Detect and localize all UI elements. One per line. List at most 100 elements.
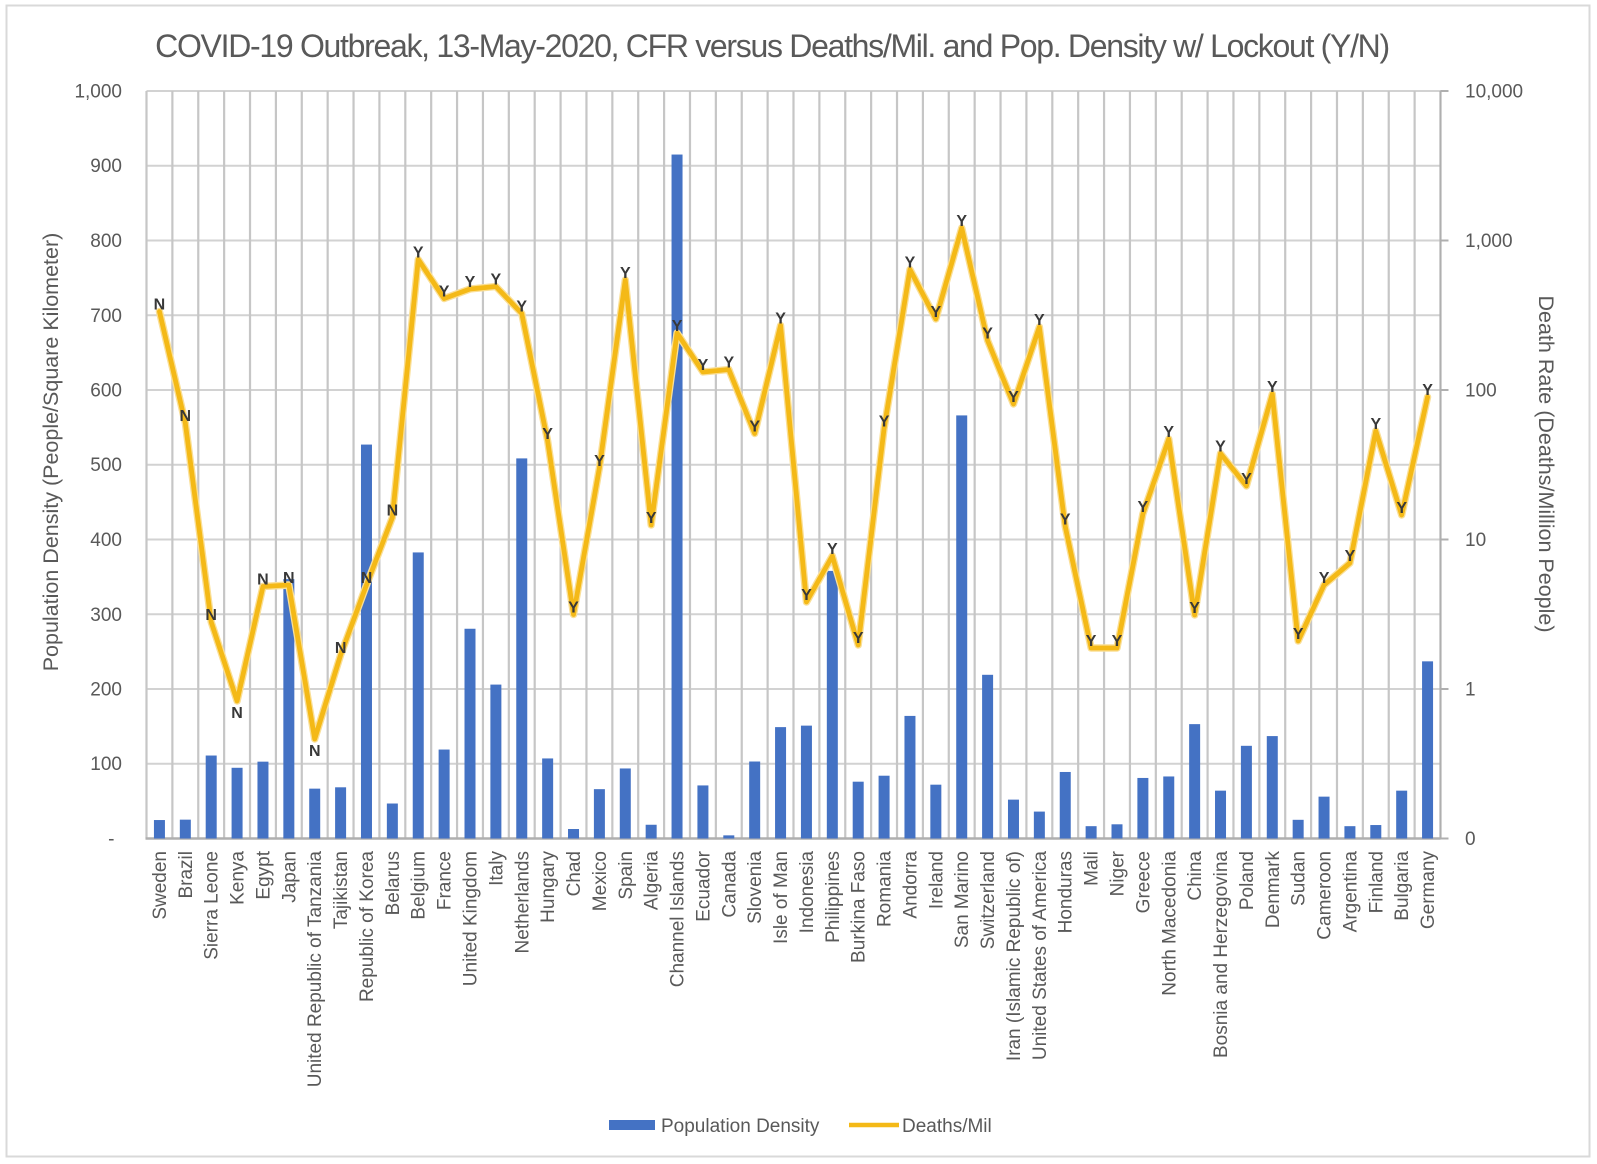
svg-text:N: N: [231, 705, 243, 722]
svg-text:Sweden: Sweden: [150, 851, 171, 920]
svg-text:800: 800: [90, 231, 122, 252]
svg-text:Death Rate (Deaths/Million Peo: Death Rate (Deaths/Million People): [1534, 296, 1558, 633]
svg-text:1,000: 1,000: [74, 82, 122, 103]
svg-text:Argentina: Argentina: [1340, 851, 1361, 933]
svg-text:Y: Y: [1008, 389, 1019, 406]
svg-text:United Republic of Tanzania: United Republic of Tanzania: [305, 851, 326, 1088]
svg-text:Y: Y: [672, 318, 683, 335]
svg-text:Y: Y: [413, 245, 424, 262]
svg-text:United Kingdom: United Kingdom: [461, 851, 482, 986]
svg-text:Y: Y: [982, 326, 993, 343]
svg-text:Spain: Spain: [616, 851, 637, 900]
svg-text:Republic of Korea: Republic of Korea: [357, 851, 378, 1002]
svg-text:Y: Y: [620, 265, 631, 282]
svg-text:N: N: [154, 297, 166, 314]
svg-text:Y: Y: [1138, 499, 1149, 516]
svg-text:Hungary: Hungary: [538, 851, 559, 923]
svg-text:0: 0: [1465, 829, 1476, 850]
svg-text:N: N: [283, 570, 295, 587]
svg-text:600: 600: [90, 381, 122, 402]
svg-text:Mexico: Mexico: [590, 851, 611, 911]
svg-text:Y: Y: [827, 541, 838, 558]
svg-text:COVID-19 Outbreak, 13-May-2020: COVID-19 Outbreak, 13-May-2020, CFR vers…: [155, 28, 1389, 64]
svg-text:Y: Y: [879, 414, 890, 431]
svg-text:1: 1: [1465, 680, 1476, 701]
svg-text:Cameroon: Cameroon: [1315, 851, 1336, 940]
svg-text:Iran (Islamic Republic of): Iran (Islamic Republic of): [1004, 851, 1025, 1061]
svg-text:Ecuador: Ecuador: [693, 850, 714, 921]
svg-text:Egypt: Egypt: [253, 850, 274, 899]
svg-text:Y: Y: [749, 419, 760, 436]
svg-text:Brazil: Brazil: [176, 851, 197, 899]
svg-text:400: 400: [90, 530, 122, 551]
svg-text:100: 100: [90, 754, 122, 775]
svg-text:Y: Y: [956, 213, 967, 230]
svg-text:Y: Y: [1422, 382, 1433, 399]
svg-text:Y: Y: [465, 274, 476, 291]
svg-text:North Macedonia: North Macedonia: [1159, 851, 1180, 996]
svg-text:Mali: Mali: [1082, 851, 1103, 886]
svg-text:Y: Y: [1241, 471, 1252, 488]
svg-text:Bulgaria: Bulgaria: [1392, 851, 1413, 921]
svg-text:Denmark: Denmark: [1263, 851, 1284, 929]
svg-text:Kenya: Kenya: [228, 851, 249, 905]
svg-text:10,000: 10,000: [1465, 82, 1523, 103]
svg-text:Honduras: Honduras: [1056, 851, 1077, 933]
svg-text:Y: Y: [1086, 633, 1097, 650]
svg-text:Y: Y: [1319, 570, 1330, 587]
svg-text:Romania: Romania: [875, 851, 896, 927]
svg-text:Chad: Chad: [564, 851, 585, 896]
svg-text:Deaths/Mil: Deaths/Mil: [902, 1116, 992, 1137]
svg-text:San Marino: San Marino: [952, 851, 973, 948]
svg-text:Germany: Germany: [1418, 851, 1439, 930]
svg-text:Y: Y: [1215, 439, 1226, 456]
svg-text:Y: Y: [568, 600, 579, 617]
svg-text:Tajikistan: Tajikistan: [331, 851, 352, 929]
svg-text:Y: Y: [1370, 416, 1381, 433]
svg-text:Y: Y: [491, 272, 502, 289]
svg-text:300: 300: [90, 605, 122, 626]
svg-text:Y: Y: [801, 587, 812, 604]
svg-text:Y: Y: [516, 299, 527, 316]
svg-text:Slovenia: Slovenia: [745, 851, 766, 924]
svg-text:Y: Y: [1060, 512, 1071, 529]
svg-text:N: N: [335, 640, 347, 657]
svg-text:Y: Y: [1293, 626, 1304, 643]
svg-text:Poland: Poland: [1237, 851, 1258, 910]
svg-text:Y: Y: [1396, 500, 1407, 517]
svg-text:10: 10: [1465, 530, 1486, 551]
svg-text:Belarus: Belarus: [383, 851, 404, 915]
svg-text:100: 100: [1465, 381, 1497, 402]
svg-text:900: 900: [90, 156, 122, 177]
svg-text:Y: Y: [1189, 600, 1200, 617]
svg-text:Burkina Faso: Burkina Faso: [849, 851, 870, 963]
svg-text:Y: Y: [1345, 548, 1356, 565]
svg-text:700: 700: [90, 306, 122, 327]
svg-text:-: -: [108, 829, 114, 850]
svg-text:Sudan: Sudan: [1289, 851, 1310, 906]
svg-text:Greece: Greece: [1133, 851, 1154, 913]
svg-text:Y: Y: [698, 357, 709, 374]
svg-text:Bosnia and Herzegovina: Bosnia and Herzegovina: [1211, 851, 1232, 1058]
svg-text:Y: Y: [1267, 379, 1278, 396]
svg-text:Niger: Niger: [1108, 850, 1129, 896]
svg-text:Finland: Finland: [1366, 851, 1387, 913]
svg-text:Y: Y: [853, 630, 864, 647]
svg-text:Ireland: Ireland: [926, 851, 947, 909]
svg-text:500: 500: [90, 455, 122, 476]
svg-text:Netherlands: Netherlands: [512, 851, 533, 953]
svg-text:Y: Y: [646, 510, 657, 527]
svg-text:N: N: [361, 570, 373, 587]
svg-text:Y: Y: [775, 311, 786, 328]
svg-text:N: N: [387, 503, 399, 520]
svg-text:Switzerland: Switzerland: [978, 851, 999, 949]
svg-text:Andorra: Andorra: [900, 851, 921, 919]
svg-text:Japan: Japan: [279, 851, 300, 903]
svg-text:Y: Y: [594, 453, 605, 470]
svg-text:Y: Y: [931, 304, 942, 321]
svg-text:Sierra Leone: Sierra Leone: [202, 851, 223, 960]
svg-text:Belgium: Belgium: [409, 851, 430, 920]
svg-text:1,000: 1,000: [1465, 231, 1513, 252]
svg-text:Italy: Italy: [486, 851, 507, 886]
svg-text:Philippines: Philippines: [823, 851, 844, 943]
